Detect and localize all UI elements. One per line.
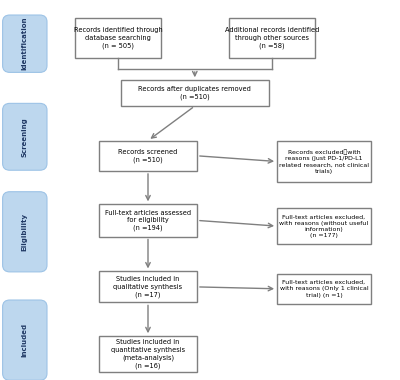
FancyBboxPatch shape xyxy=(277,141,371,182)
Text: Screening: Screening xyxy=(22,117,28,157)
Text: Full-text articles excluded,
with reasons (without useful
information)
(n =177): Full-text articles excluded, with reason… xyxy=(280,214,368,238)
FancyBboxPatch shape xyxy=(99,336,197,372)
Text: Full-text articles excluded,
with reasons (Only 1 clinical
trial) (n =1): Full-text articles excluded, with reason… xyxy=(280,280,368,298)
Text: Additional records identified
through other sources
(n =58): Additional records identified through ot… xyxy=(225,27,319,49)
FancyBboxPatch shape xyxy=(229,18,315,58)
FancyBboxPatch shape xyxy=(3,192,47,272)
FancyBboxPatch shape xyxy=(3,103,47,170)
Text: Records screened
(n =510): Records screened (n =510) xyxy=(118,149,178,163)
Text: Records excluded，with
reasons (Just PD-1/PD-L1
related research, not clinical
tr: Records excluded，with reasons (Just PD-1… xyxy=(279,149,369,174)
FancyBboxPatch shape xyxy=(99,271,197,302)
Text: Eligibility: Eligibility xyxy=(22,213,28,251)
FancyBboxPatch shape xyxy=(121,80,269,106)
Text: Studies included in
quantitative synthesis
(meta-analysis)
(n =16): Studies included in quantitative synthes… xyxy=(111,339,185,369)
FancyBboxPatch shape xyxy=(3,300,47,380)
Text: Full-text articles assessed
for eligibility
(n =194): Full-text articles assessed for eligibil… xyxy=(105,210,191,231)
Text: Identification: Identification xyxy=(22,17,28,70)
Text: Included: Included xyxy=(22,323,28,357)
Text: Records identified through
database searching
(n = 505): Records identified through database sear… xyxy=(74,27,162,49)
FancyBboxPatch shape xyxy=(75,18,161,58)
FancyBboxPatch shape xyxy=(3,15,47,72)
Text: Studies included in
qualitative synthesis
(n =17): Studies included in qualitative synthesi… xyxy=(114,276,182,298)
FancyBboxPatch shape xyxy=(99,141,197,171)
Text: Records after duplicates removed
(n =510): Records after duplicates removed (n =510… xyxy=(138,86,251,100)
FancyBboxPatch shape xyxy=(99,204,197,236)
FancyBboxPatch shape xyxy=(277,208,371,244)
FancyBboxPatch shape xyxy=(277,274,371,304)
